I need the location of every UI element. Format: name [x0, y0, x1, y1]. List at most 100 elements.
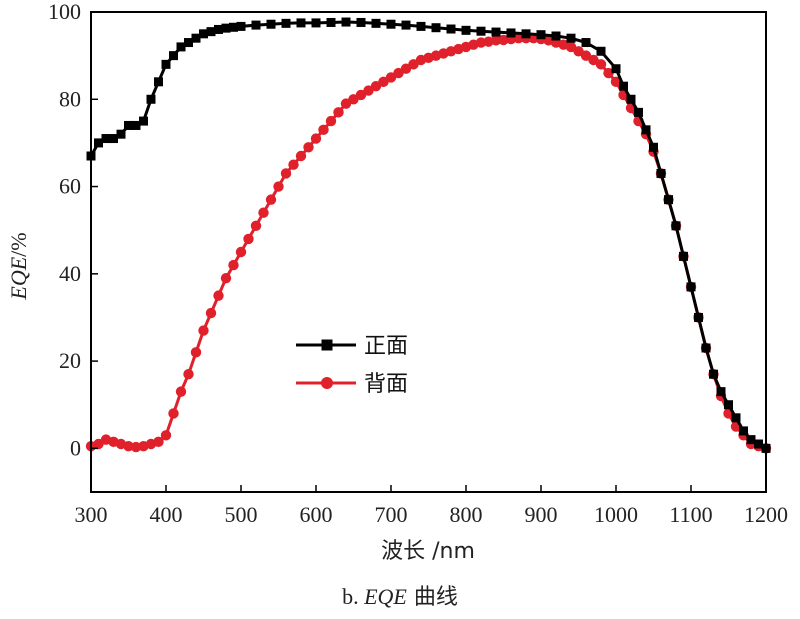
legend-marker — [321, 339, 333, 351]
data-point — [476, 26, 486, 36]
data-point — [139, 116, 148, 126]
data-point — [296, 18, 306, 28]
data-point — [595, 59, 607, 70]
legend-label: 背面 — [364, 372, 408, 397]
data-point — [401, 20, 411, 30]
figure-caption: b. EQE 曲线 — [342, 584, 458, 610]
data-point — [573, 46, 584, 57]
y-axis: 0 20 40 60 80 100 — [48, 0, 98, 460]
x-tick-label: 1200 — [744, 502, 788, 527]
data-point — [724, 400, 733, 410]
data-point — [580, 50, 592, 61]
data-point — [154, 77, 163, 87]
y-tick-label: 40 — [59, 261, 81, 286]
data-point — [355, 89, 367, 101]
legend-label: 正面 — [364, 334, 408, 359]
data-point — [664, 195, 673, 205]
legend-item-back: 背面 — [296, 372, 408, 397]
data-point — [295, 150, 307, 162]
data-point — [611, 64, 621, 74]
series-line — [89, 20, 767, 450]
y-tick-label: 60 — [59, 174, 81, 199]
data-point — [326, 17, 336, 27]
data-point — [551, 31, 561, 41]
data-point — [739, 426, 748, 436]
data-point — [341, 17, 351, 27]
x-axis: 300 400 500 600 700 800 900 1000 1100 1200 — [75, 485, 788, 527]
data-point — [400, 63, 412, 74]
data-point — [168, 408, 179, 419]
data-point — [716, 387, 726, 397]
data-point — [161, 59, 171, 69]
data-point — [641, 125, 651, 135]
x-tick-label: 800 — [450, 502, 483, 527]
x-tick-label: 600 — [300, 502, 333, 527]
data-point — [214, 24, 223, 34]
data-point — [446, 24, 456, 34]
data-point — [565, 41, 577, 53]
y-axis-title: EQE/% — [6, 232, 31, 300]
data-point — [619, 81, 628, 91]
data-point — [206, 27, 216, 37]
y-tick-label: 100 — [48, 0, 81, 24]
data-point — [610, 76, 622, 88]
data-point — [191, 33, 201, 43]
data-point — [325, 115, 337, 127]
data-point — [124, 120, 133, 130]
data-point — [408, 59, 419, 70]
series-front — [86, 17, 771, 453]
data-point — [199, 29, 208, 39]
data-point — [310, 133, 322, 144]
y-tick-label: 80 — [59, 86, 81, 111]
data-point — [175, 386, 187, 397]
data-point — [116, 129, 126, 139]
data-point — [649, 142, 658, 152]
data-point — [694, 312, 703, 322]
data-point — [251, 20, 261, 30]
data-point — [228, 259, 239, 271]
data-point — [393, 67, 404, 79]
data-point — [431, 23, 441, 33]
data-point — [656, 168, 666, 178]
data-point — [370, 80, 382, 92]
data-point — [213, 290, 224, 301]
x-tick-label: 1100 — [669, 502, 712, 527]
data-point — [176, 42, 186, 52]
caption-suffix: 曲线 — [407, 585, 458, 610]
data-point — [566, 33, 576, 43]
data-point — [385, 72, 397, 83]
data-point — [94, 138, 103, 148]
data-point — [513, 32, 524, 44]
data-point — [250, 220, 262, 232]
data-point — [588, 54, 599, 66]
data-point — [416, 21, 426, 31]
data-point — [205, 307, 217, 319]
data-point — [235, 246, 247, 258]
data-point — [101, 134, 111, 144]
data-point — [521, 29, 531, 39]
x-axis-title: 波长 /nm — [381, 539, 475, 564]
data-point — [386, 19, 396, 29]
x-tick-label: 900 — [525, 502, 558, 527]
data-point — [184, 38, 193, 48]
y-tick-label: 0 — [70, 435, 81, 460]
data-point — [634, 107, 643, 117]
data-point — [169, 51, 178, 61]
data-point — [340, 98, 352, 109]
data-point — [363, 85, 374, 96]
data-point — [356, 17, 366, 27]
data-point — [536, 30, 546, 40]
data-point — [671, 221, 681, 231]
data-point — [581, 38, 591, 48]
data-point — [603, 67, 614, 79]
data-point — [236, 21, 246, 31]
x-tick-label: 1000 — [594, 502, 638, 527]
data-point — [220, 272, 232, 284]
data-point — [626, 94, 636, 104]
caption-italic: EQE — [363, 584, 407, 609]
data-point — [265, 194, 277, 205]
data-point — [506, 28, 516, 38]
series-line — [90, 36, 767, 450]
data-point — [333, 107, 344, 118]
